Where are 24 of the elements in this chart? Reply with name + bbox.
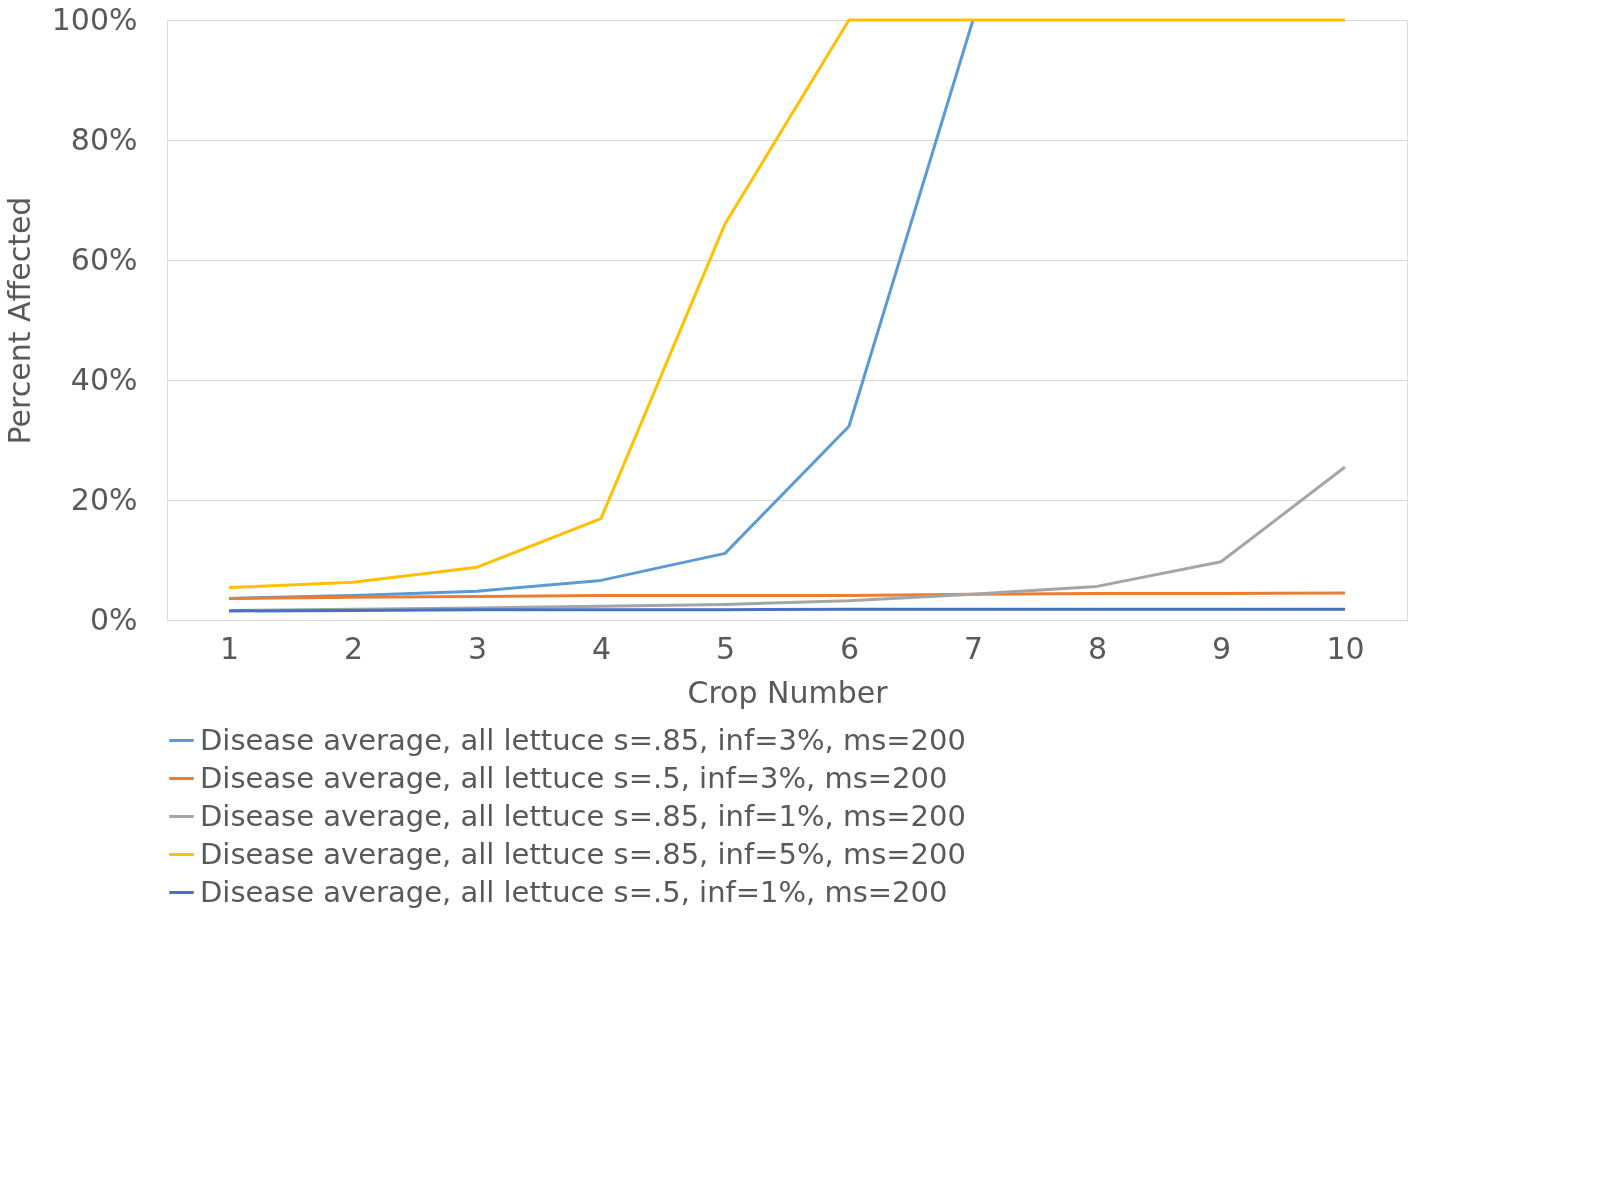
x-tick-label: 1 <box>219 630 240 666</box>
x-tick-label: 4 <box>591 630 612 666</box>
y-tick-label: 40% <box>70 361 138 397</box>
legend-label: Disease average, all lettuce s=.85, inf=5%, ms=200 <box>200 836 966 871</box>
y-tick-label: 100% <box>51 1 138 37</box>
y-tick-label: 80% <box>70 121 138 157</box>
line-series <box>227 18 1347 590</box>
x-tick-label: 6 <box>839 630 860 666</box>
y-tick-label: 20% <box>70 481 138 517</box>
y-axis-title: Percent Affected <box>1 196 37 445</box>
x-tick-label: 5 <box>715 630 736 666</box>
legend-label: Disease average, all lettuce s=.85, inf=1%, ms=200 <box>200 798 966 833</box>
x-tick-label: 10 <box>1326 630 1365 666</box>
x-tick-label: 9 <box>1211 630 1232 666</box>
legend-label: Disease average, all lettuce s=.5, inf=3%, ms=200 <box>200 760 948 795</box>
legend-label: Disease average, all lettuce s=.85, inf=3%, ms=200 <box>200 722 966 757</box>
x-tick-label: 2 <box>343 630 364 666</box>
y-tick-label: 0% <box>89 601 138 637</box>
x-tick-label: 7 <box>963 630 984 666</box>
legend-label: Disease average, all lettuce s=.5, inf=1%, ms=200 <box>200 874 948 909</box>
x-tick-label: 3 <box>467 630 488 666</box>
x-tick-label: 8 <box>1087 630 1108 666</box>
x-axis-title: Crop Number <box>687 674 889 710</box>
y-tick-label: 60% <box>70 241 138 277</box>
